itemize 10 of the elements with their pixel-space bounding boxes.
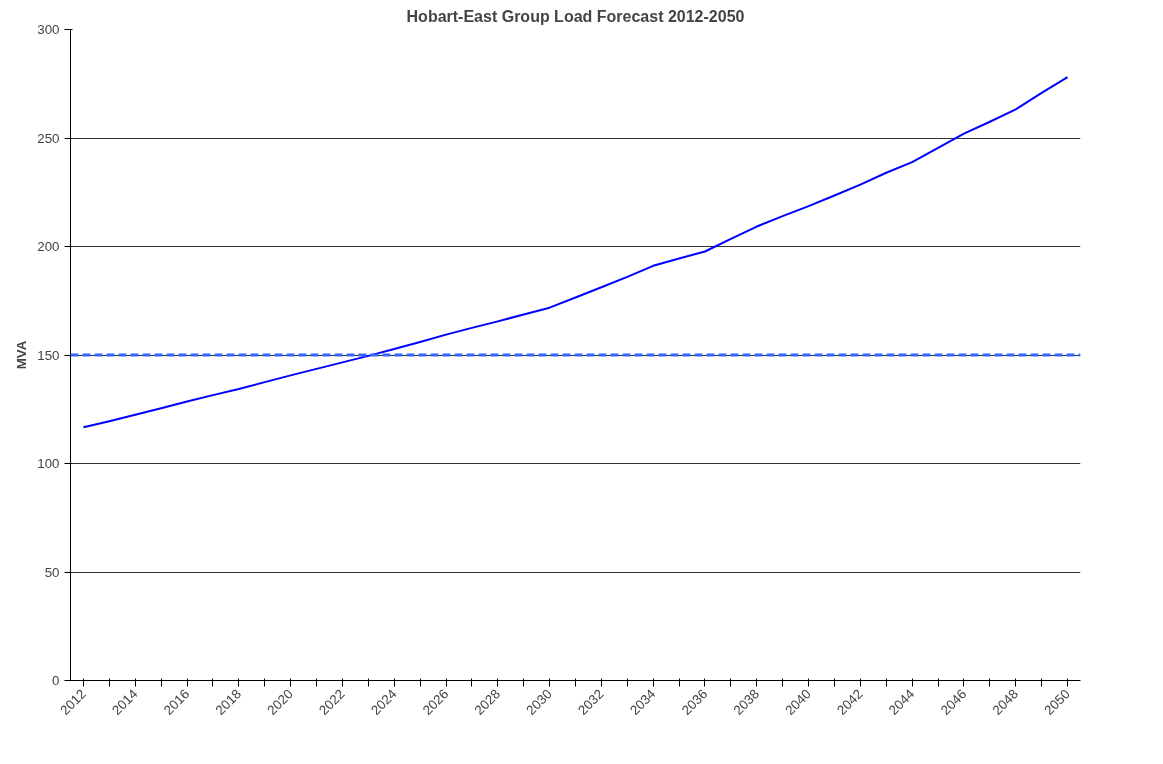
y-tick-label: 250 [37, 130, 60, 146]
line-series [82, 76, 1069, 429]
y-axis-title: MVA [14, 340, 30, 370]
chart-title: Hobart-East Group Load Forecast 2012-2050 [406, 7, 745, 25]
y-tick-label: 300 [37, 22, 60, 37]
y-tick-label: 100 [37, 456, 60, 471]
y-tick-label: 0 [52, 673, 60, 688]
y-tick-label: 150 [37, 347, 60, 363]
y-tick-label: 50 [44, 564, 60, 580]
y-tick-label: 200 [37, 239, 60, 254]
